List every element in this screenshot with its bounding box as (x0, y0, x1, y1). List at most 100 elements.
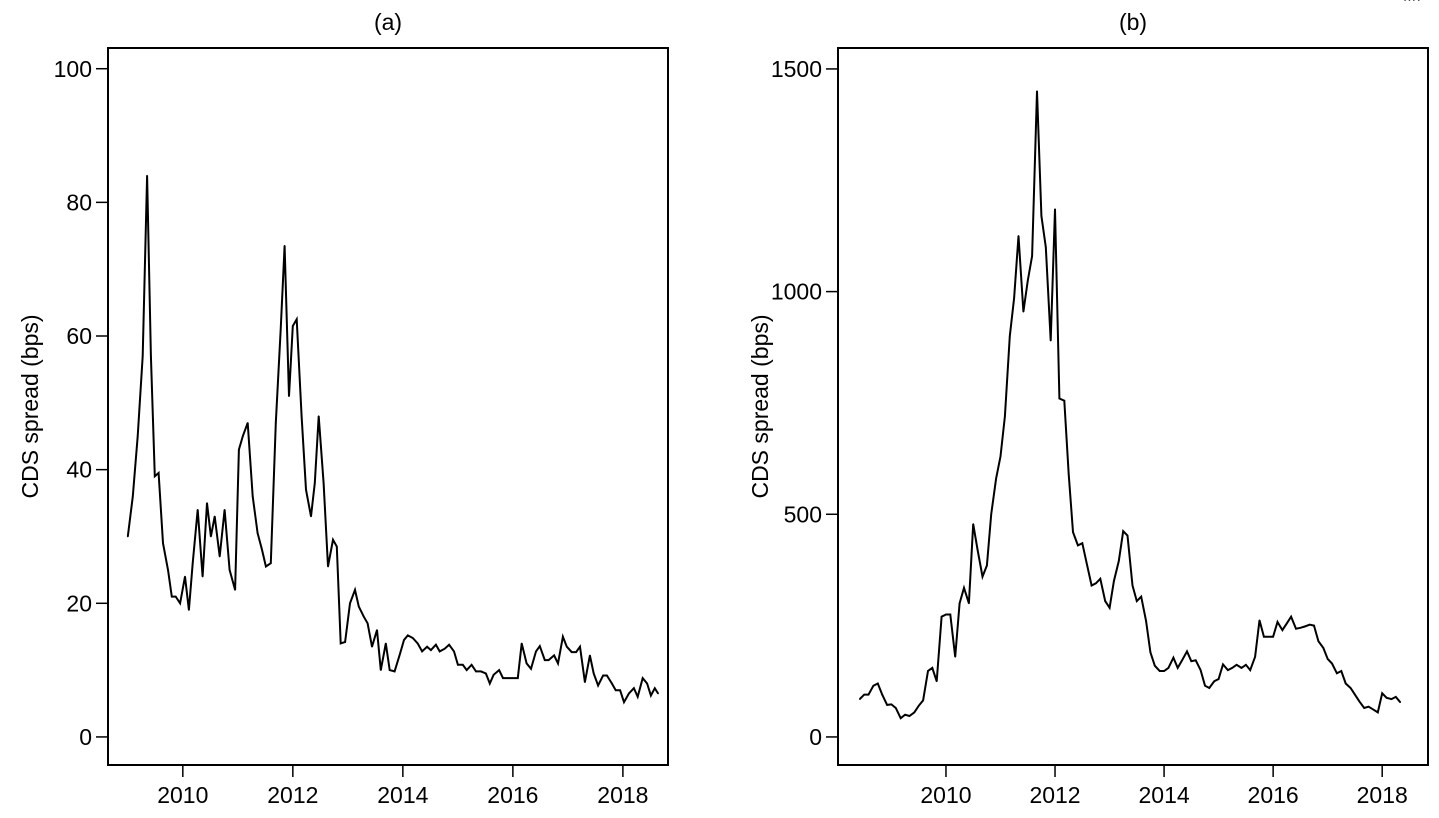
y-tick-label: 1000 (771, 279, 822, 305)
data-point (1263, 635, 1265, 638)
data-point (1308, 623, 1311, 626)
x-tick-label: 2014 (377, 782, 428, 808)
data-point (265, 565, 267, 568)
data-point (1395, 696, 1397, 698)
data-point (1176, 667, 1179, 669)
data-point (602, 674, 604, 677)
data-point (1258, 619, 1261, 622)
data-point (1222, 663, 1224, 666)
data-point (1158, 670, 1161, 672)
data-point (872, 684, 875, 687)
y-axis-label: CDS spread (bps) (747, 314, 773, 498)
data-point (650, 694, 652, 697)
data-point (1099, 578, 1102, 580)
data-point (859, 698, 861, 700)
data-point (1013, 297, 1015, 300)
data-point (1413, 0, 1415, 1)
data-point (430, 649, 432, 651)
data-point (218, 555, 221, 558)
data-point (1090, 584, 1093, 587)
data-point (1358, 700, 1361, 703)
panel-a: (a) CDS spread (bps) 2010 2012 2014 2016 2018 0… (17, 9, 669, 808)
data-point (597, 684, 599, 687)
data-point (954, 655, 957, 658)
data-point (999, 455, 1002, 458)
data-point (1204, 684, 1206, 687)
data-point (462, 663, 464, 666)
data-point (1408, 0, 1411, 1)
data-point (157, 472, 160, 474)
data-point (990, 513, 993, 516)
data-point (1008, 335, 1011, 337)
data-points (859, 0, 1420, 720)
data-point (1081, 542, 1084, 545)
data-point (877, 682, 879, 685)
data-point (1122, 530, 1124, 532)
panel-b: (b) CDS spread (bps) 2010 2012 2014 2016 2018 0… (747, 0, 1429, 808)
data-point (274, 422, 277, 424)
data-point (1077, 544, 1079, 547)
data-point (1372, 708, 1374, 711)
data-point (1063, 399, 1066, 402)
data-point (1331, 662, 1333, 665)
data-point (1208, 687, 1211, 689)
data-point (136, 435, 139, 438)
data-point (945, 613, 947, 616)
data-point (890, 703, 893, 706)
y-tick-label: 20 (66, 590, 92, 616)
data-point (1254, 655, 1256, 658)
chart-title: (b) (1119, 9, 1147, 35)
data-point (344, 641, 346, 643)
data-point (162, 542, 164, 544)
data-point (502, 677, 504, 679)
y-tick-label: 60 (66, 323, 92, 349)
data-point (1267, 635, 1270, 638)
data-point (565, 645, 568, 648)
data-point (1149, 651, 1152, 654)
data-point (1299, 627, 1302, 629)
y-axis-label: CDS spread (bps) (17, 314, 43, 498)
data-point (399, 652, 401, 655)
data-point (653, 687, 656, 689)
data-point (384, 642, 387, 645)
data-point (535, 650, 537, 653)
data-point (1145, 620, 1147, 622)
data-point (1295, 627, 1297, 630)
data-point (1004, 415, 1006, 418)
data-point (917, 704, 920, 707)
data-point (512, 677, 514, 679)
x-tick-label: 2012 (1029, 782, 1080, 808)
data-point (1017, 235, 1020, 237)
x-tick-label: 2018 (597, 782, 648, 808)
y-tick-label: 1500 (771, 56, 822, 82)
y-tick-label: 40 (66, 457, 92, 483)
data-point (863, 693, 865, 696)
data-point (1163, 670, 1165, 672)
data-point (1036, 90, 1038, 92)
data-point (1044, 246, 1047, 248)
data-point (150, 355, 152, 357)
x-tick-label: 2018 (1357, 782, 1408, 808)
data-point (584, 681, 586, 683)
data-point (657, 692, 659, 695)
data-point (234, 589, 236, 591)
data-point (895, 707, 897, 709)
data-point (475, 670, 477, 673)
y-tick-label: 500 (784, 501, 822, 527)
data-point (1190, 660, 1193, 663)
data-point (146, 174, 148, 177)
cds-spread-series-line (126, 175, 659, 705)
data-point (1136, 600, 1138, 602)
data-point (453, 650, 455, 653)
data-point (1285, 622, 1288, 625)
data-point (1049, 339, 1052, 342)
data-point (606, 674, 608, 677)
data-point (507, 677, 509, 679)
data-point (188, 609, 190, 611)
data-point (570, 651, 573, 653)
data-point (958, 602, 961, 605)
data-point (520, 642, 523, 645)
y-tick-label: 0 (79, 724, 92, 750)
data-point (579, 645, 581, 648)
data-point (968, 602, 970, 605)
